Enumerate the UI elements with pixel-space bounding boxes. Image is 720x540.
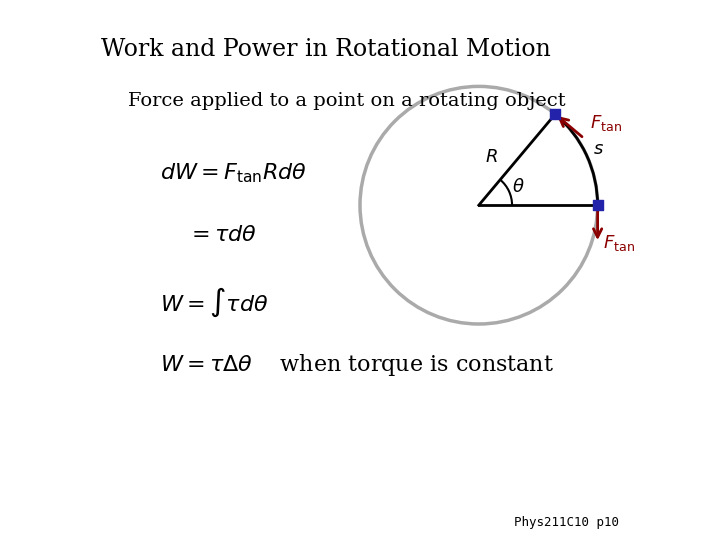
Text: $s$: $s$ bbox=[593, 140, 604, 158]
Point bbox=[549, 110, 561, 118]
Text: $F_{\mathrm{tan}}$: $F_{\mathrm{tan}}$ bbox=[590, 113, 621, 133]
Text: $dW = F_{\mathrm{tan}}Rd\theta$: $dW = F_{\mathrm{tan}}Rd\theta$ bbox=[160, 161, 307, 185]
Text: $\theta$: $\theta$ bbox=[513, 178, 525, 195]
Text: $= \tau d\theta$: $= \tau d\theta$ bbox=[187, 224, 257, 246]
Point bbox=[592, 201, 603, 210]
Text: $W = \tau \Delta\theta$    when torque is constant: $W = \tau \Delta\theta$ when torque is c… bbox=[160, 352, 554, 377]
Text: Work and Power in Rotational Motion: Work and Power in Rotational Motion bbox=[101, 38, 551, 61]
Text: $W = \int \tau d\theta$: $W = \int \tau d\theta$ bbox=[160, 286, 269, 319]
Text: $R$: $R$ bbox=[485, 148, 498, 166]
Text: Force applied to a point on a rotating object: Force applied to a point on a rotating o… bbox=[128, 92, 565, 110]
Text: Phys211C10 p10: Phys211C10 p10 bbox=[514, 516, 619, 529]
Text: $F_{\mathrm{tan}}$: $F_{\mathrm{tan}}$ bbox=[603, 233, 635, 253]
